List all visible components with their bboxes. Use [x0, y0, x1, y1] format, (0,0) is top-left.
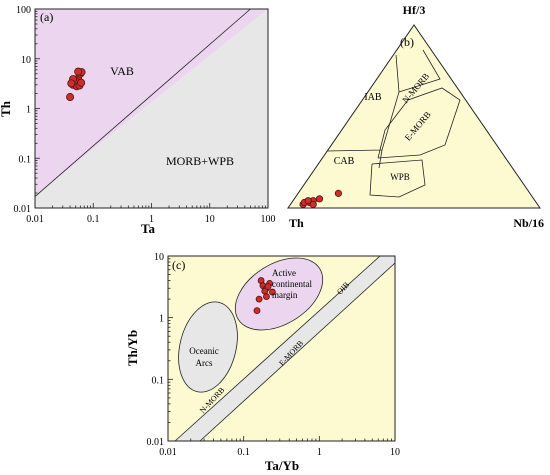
iab-boundary: [326, 54, 400, 152]
y-tick-label: 0.1: [19, 154, 32, 165]
apex-label-nb16: Nb/16: [513, 216, 544, 230]
e-morb-boundary: [377, 87, 461, 159]
oceanic-arcs-field: [178, 301, 238, 393]
x-tick-label: 10: [390, 447, 400, 458]
data-point: [309, 200, 317, 208]
x-tick-label: 0.01: [26, 214, 44, 225]
cab-boundary: [378, 149, 383, 169]
panel-a-y-label: Th: [0, 100, 13, 117]
field-label-wpb: WPB: [390, 172, 410, 182]
panel-b: (b) Hf/3 Th Nb/16 IAB N-MORB E-MORB CAB …: [287, 3, 544, 230]
field-label-oceanic: Oceanic: [189, 346, 218, 356]
data-point: [264, 283, 272, 290]
y-tick-label: 10: [154, 252, 164, 263]
data-point: [253, 307, 261, 315]
y-tick-label: 1: [26, 105, 31, 116]
panel-a: 0.01 0.1 1 10 100 0.01 0.1 1 10 100 (a) VAB MORB…: [0, 5, 276, 236]
field-label-vab: VAB: [110, 64, 134, 78]
ternary-triangle: [287, 24, 541, 209]
data-point: [334, 189, 342, 197]
data-point: [74, 67, 83, 76]
data-point: [304, 197, 312, 205]
field-label-margin: margin: [272, 290, 298, 300]
field-label-cab: CAB: [334, 156, 355, 167]
panel-a-points: [66, 67, 86, 102]
field-label-morb-wpb: MORB+WPB: [166, 154, 234, 168]
vab-boundary-line: [34, 8, 251, 197]
data-point: [255, 295, 263, 303]
y-tick-label: 0.1: [152, 375, 165, 386]
panel-c-y-label: Th/Yb: [125, 330, 140, 366]
data-point: [67, 79, 76, 88]
x-tick-label: 1: [317, 447, 322, 458]
field-label-iab: IAB: [364, 92, 382, 103]
data-point: [263, 293, 270, 300]
panel-c-frame: [167, 255, 396, 442]
panel-a-x-label: Ta: [141, 221, 155, 236]
panel-a-label: (a): [40, 10, 53, 24]
wpb-boundary: [369, 159, 426, 198]
y-tick-label: 1: [159, 314, 164, 325]
y-tick-label: 0.01: [147, 437, 165, 448]
panel-a-x-ticks: 0.01 0.1 1 10 100: [26, 203, 276, 225]
data-point: [315, 195, 324, 203]
panel-c-label: (c): [172, 258, 185, 272]
panel-b-label: (b): [400, 35, 414, 49]
panel-c: 0.01 0.1 1 10 0.01 0.1 1 10 (c) Active contine…: [125, 252, 400, 473]
x-tick-label: 1: [149, 214, 154, 225]
panel-c-y-ticks: 0.01 0.1 1 10: [147, 252, 173, 448]
field-label-active: Active: [272, 268, 296, 278]
y-tick-label: 100: [16, 5, 31, 16]
field-label-arcs: Arcs: [196, 358, 213, 368]
data-point: [269, 288, 276, 296]
x-tick-label: 10: [205, 214, 215, 225]
panel-c-x-label: Ta/Yb: [265, 458, 299, 473]
panel-b-points: [299, 189, 342, 208]
morb-wpb-field: [35, 9, 268, 208]
panel-c-points: [253, 277, 276, 315]
x-tick-label: 0.1: [237, 447, 250, 458]
x-tick-label: 0.01: [159, 447, 177, 458]
panel-c-x-ticks: 0.01 0.1 1 10: [159, 436, 400, 458]
field-label-continental: continental: [272, 279, 312, 289]
y-tick-label: 10: [21, 55, 31, 66]
apex-label-th: Th: [289, 216, 304, 230]
ternary-field-boundaries: [326, 49, 461, 198]
data-point: [66, 93, 75, 102]
data-point: [77, 78, 86, 87]
y-tick-label: 0.01: [14, 204, 32, 215]
panel-a-y-ticks: 0.01 0.1 1 10 100: [14, 5, 40, 215]
x-tick-label: 100: [261, 214, 276, 225]
x-tick-label: 0.1: [87, 214, 100, 225]
n-morb-boundary: [398, 49, 441, 93]
apex-label-hf3: Hf/3: [403, 3, 426, 17]
